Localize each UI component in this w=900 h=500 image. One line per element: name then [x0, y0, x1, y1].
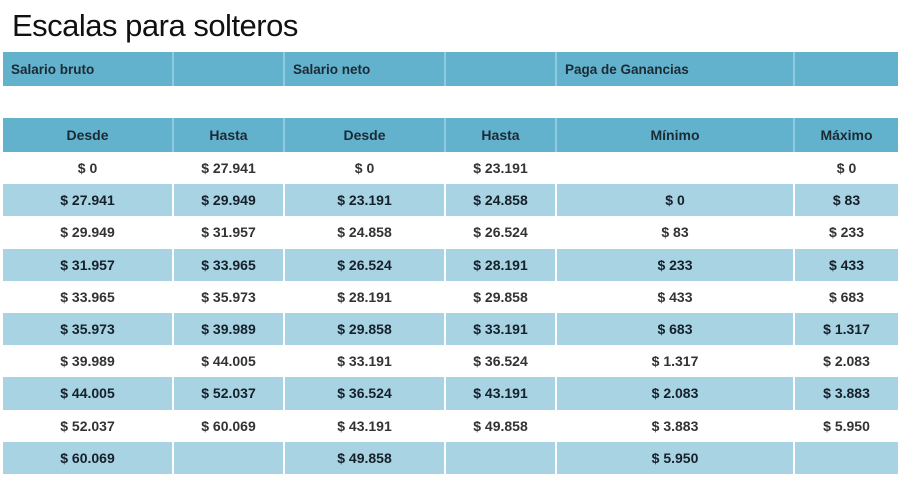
- table-cell: $ 36.524: [285, 377, 446, 410]
- table-cell: $ 31.957: [3, 248, 174, 281]
- table-cell: $ 39.989: [3, 345, 174, 378]
- table-cell: $ 1.317: [823, 321, 870, 338]
- table-cell: $ 2.083: [823, 353, 870, 370]
- table-cell: [174, 441, 285, 474]
- table-cell: $ 43.191: [285, 409, 446, 442]
- table-row: $ 29.949 $ 31.957 $ 24.858 $ 26.524 $ 83…: [3, 216, 898, 249]
- page-title: Escalas para solteros: [12, 8, 298, 43]
- table-cell: $ 27.941: [174, 152, 285, 185]
- table-cell: $ 23.191: [446, 152, 557, 185]
- group-header-spacer: [174, 52, 285, 86]
- table-body: $ 0 $ 27.941 $ 0 $ 23.191 $ 0 $ 27.941 $…: [3, 152, 898, 474]
- table-cell: $ 44.005: [174, 345, 285, 378]
- table-cell: $ 35.973: [174, 280, 285, 313]
- column-header-desde: Desde: [285, 118, 446, 152]
- column-header-desde: Desde: [3, 118, 174, 152]
- table-row: $ 35.973 $ 39.989 $ 29.858 $ 33.191 $ 68…: [3, 312, 898, 346]
- column-header-hasta: Hasta: [446, 118, 557, 152]
- group-header-salario-neto: Salario neto: [285, 52, 446, 86]
- table-cell: $ 43.191: [446, 377, 557, 410]
- table-cell: $ 24.858: [285, 216, 446, 249]
- table-cell: $ 29.858: [285, 312, 446, 346]
- column-header-minimo: Mínimo: [557, 118, 795, 152]
- table-cell: [795, 442, 898, 474]
- table-row: $ 27.941 $ 29.949 $ 23.191 $ 24.858 $ 0 …: [3, 184, 898, 217]
- table-cell: $ 26.524: [285, 248, 446, 281]
- table-cell: $ 0: [557, 184, 795, 217]
- group-header-row: Salario bruto Salario neto Paga de Ganan…: [3, 52, 898, 86]
- table-cell: $ 233: [557, 248, 795, 281]
- table-row: $ 31.957 $ 33.965 $ 26.524 $ 28.191 $ 23…: [3, 248, 898, 281]
- table-cell: $ 29.858: [446, 280, 557, 313]
- table-row: $ 44.005 $ 52.037 $ 36.524 $ 43.191 $ 2.…: [3, 377, 898, 410]
- table-cell: $ 28.191: [446, 248, 557, 281]
- group-header-paga-ganancias: Paga de Ganancias: [557, 52, 795, 86]
- table-cell: $ 433: [828, 256, 865, 273]
- table-row: $ 39.989 $ 44.005 $ 33.191 $ 36.524 $ 1.…: [3, 345, 898, 378]
- table-cell: $ 83: [557, 216, 795, 249]
- table-cell: $ 44.005: [3, 377, 174, 410]
- table-cell: $ 35.973: [3, 312, 174, 346]
- table-cell: $ 28.191: [285, 280, 446, 313]
- table-cell: $ 683: [557, 312, 795, 346]
- table-cell: $ 26.524: [446, 216, 557, 249]
- table-cell: $ 233: [828, 224, 865, 241]
- table-cell: $ 0: [285, 152, 446, 185]
- table-cell: $ 31.957: [174, 216, 285, 249]
- table-cell: [557, 152, 795, 185]
- table-cell: $ 49.858: [446, 409, 557, 442]
- table-row: $ 33.965 $ 35.973 $ 28.191 $ 29.858 $ 43…: [3, 280, 898, 313]
- table-cell: $ 33.191: [285, 345, 446, 378]
- table-cell: $ 3.883: [823, 385, 870, 402]
- table-cell: $ 39.989: [174, 312, 285, 346]
- table-cell: $ 0: [836, 160, 857, 177]
- table-cell: $ 52.037: [3, 409, 174, 442]
- table-row: $ 60.069 $ 49.858 $ 5.950: [3, 441, 898, 474]
- table-cell: $ 60.069: [3, 441, 174, 474]
- group-header-salario-bruto: Salario bruto: [3, 52, 174, 86]
- table-cell: $ 33.965: [174, 248, 285, 281]
- table-cell: $ 1.317: [557, 345, 795, 378]
- table-cell: $ 0: [3, 152, 174, 185]
- group-header-spacer: [795, 52, 898, 86]
- table-cell: $ 2.083: [557, 377, 795, 410]
- column-header-hasta: Hasta: [174, 118, 285, 152]
- table-cell: $ 5.950: [823, 417, 870, 434]
- table-cell: $ 433: [557, 280, 795, 313]
- table-row: $ 0 $ 27.941 $ 0 $ 23.191 $ 0: [3, 152, 898, 185]
- table-cell: $ 683: [828, 288, 865, 305]
- table-cell: $ 5.950: [557, 441, 795, 474]
- table-cell: $ 33.191: [446, 312, 557, 346]
- table-cell: $ 29.949: [3, 216, 174, 249]
- table-cell: $ 49.858: [285, 441, 446, 474]
- table-cell: $ 27.941: [3, 184, 174, 217]
- group-header-spacer: [446, 52, 557, 86]
- table-cell: $ 29.949: [174, 184, 285, 217]
- table-cell: $ 33.965: [3, 280, 174, 313]
- table-cell: $ 23.191: [285, 184, 446, 217]
- table-cell: $ 52.037: [174, 377, 285, 410]
- table-cell: [446, 441, 557, 474]
- table-cell: $ 36.524: [446, 345, 557, 378]
- table-row: $ 52.037 $ 60.069 $ 43.191 $ 49.858 $ 3.…: [3, 409, 898, 442]
- column-header-row: Desde Hasta Desde Hasta Mínimo Máximo: [3, 118, 898, 152]
- column-header-maximo: Máximo: [820, 127, 873, 143]
- table-cell: $ 3.883: [557, 409, 795, 442]
- table-cell: $ 60.069: [174, 409, 285, 442]
- table-cell: $ 24.858: [446, 184, 557, 217]
- table-cell: $ 83: [832, 192, 861, 209]
